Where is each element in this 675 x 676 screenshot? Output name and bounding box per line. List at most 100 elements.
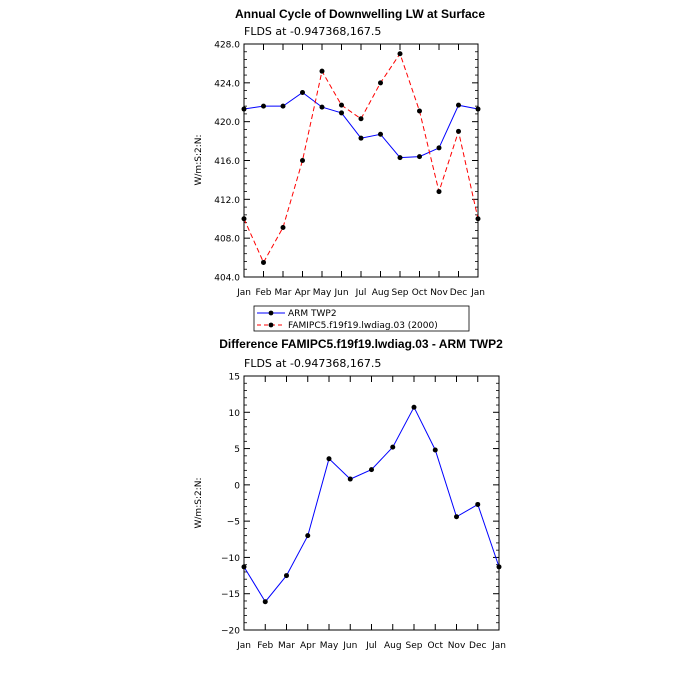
top-chart-series-0-point	[417, 154, 422, 160]
top-chart-series-1-point	[378, 80, 383, 86]
bottom-chart-ylabel: W/m:S:2:N:	[194, 478, 204, 529]
top-chart-xtick-label: Nov	[430, 288, 448, 298]
top-chart-xtick-label: Aug	[372, 288, 390, 298]
top-chart-series-1-point	[397, 51, 403, 57]
bottom-chart-xtick-label: Sep	[406, 641, 423, 651]
legend-label-famipc5: FAMIPC5.f19f19.lwdiag.03 (2000)	[288, 321, 438, 331]
bottom-chart-series-0-point	[369, 467, 374, 473]
top-chart-series-0-point	[456, 102, 461, 108]
top-chart-ytick-label: 420.0	[214, 118, 240, 128]
bottom-chart-ytick-label: 0	[234, 481, 240, 491]
bottom-chart-title: Difference FAMIPC5.f19f19.lwdiag.03 - AR…	[219, 337, 503, 351]
top-chart-series-0-point	[475, 106, 481, 112]
bottom-chart-ytick-label: 15	[229, 373, 240, 383]
top-chart-series-1-point	[339, 102, 344, 108]
top-chart-series-1-point	[456, 128, 461, 134]
bottom-chart-series-0-point	[262, 599, 268, 605]
legend-marker-famipc5	[268, 322, 274, 328]
top-chart-series-line-1	[243, 52, 479, 264]
top-chart-xtick-label: Jan	[236, 288, 251, 298]
top-chart-series-1-point	[475, 216, 481, 222]
bottom-chart-xtick-label: Oct	[427, 641, 443, 651]
top-chart-series-1-point	[280, 224, 286, 230]
bottom-chart-series-0-point	[284, 573, 289, 579]
bottom-chart-ytick-label: 5	[234, 445, 240, 455]
bottom-chart-xtick-label: Jan	[491, 641, 506, 651]
top-chart-series-1-point	[300, 158, 305, 163]
top-chart-series-0-point	[358, 135, 364, 141]
legend-frame	[253, 305, 470, 332]
top-chart-plot-frame	[243, 43, 479, 278]
bottom-chart: Difference FAMIPC5.f19f19.lwdiag.03 - AR…	[194, 337, 506, 651]
top-chart-ytick-label: 408.0	[214, 235, 240, 245]
bottom-chart-ytick-label: −10	[221, 554, 240, 564]
bottom-chart-xtick-label: Apr	[300, 641, 316, 651]
top-chart-series-0-point	[378, 131, 383, 137]
top-chart-ytick-label: 424.0	[214, 79, 240, 89]
top-chart-series-group	[241, 51, 481, 265]
bottom-chart-series-group	[241, 404, 502, 605]
top-chart-ytick-label: 404.0	[214, 274, 240, 284]
bottom-chart-series-0-point	[347, 476, 353, 482]
top-chart: Annual Cycle of Downwelling LW at Surfac…	[194, 7, 485, 332]
top-chart-subtitle: FLDS at -0.947368,167.5	[244, 25, 381, 38]
top-chart-series-0-point	[436, 145, 442, 151]
bottom-chart-ytick-label: −20	[221, 627, 240, 637]
bottom-chart-subtitle: FLDS at -0.947368,167.5	[244, 357, 381, 370]
bottom-chart-xtick-label: Jun	[342, 641, 357, 651]
top-chart-series-1-point	[241, 216, 247, 222]
top-chart-xtick-label: May	[313, 288, 332, 298]
top-chart-xtick-label: Apr	[295, 288, 311, 298]
legend-label-arm: ARM TWP2	[288, 309, 337, 319]
top-chart-series-1-point	[261, 259, 266, 265]
top-chart-title: Annual Cycle of Downwelling LW at Surfac…	[235, 7, 485, 21]
bottom-chart-series-line-0	[243, 406, 500, 603]
top-chart-series-1-point	[358, 116, 364, 122]
top-chart-series-line-0	[243, 91, 479, 159]
bottom-chart-ticks: −20 −15 −10 −5 0 5 10 15 Jan Feb Mar Apr May Jun Jul Au…	[221, 373, 506, 652]
bottom-chart-plot-frame	[243, 375, 500, 631]
top-chart-series-0-point	[280, 103, 286, 109]
top-chart-ytick-label: 412.0	[214, 196, 240, 206]
top-chart-series-0-point	[339, 110, 344, 116]
bottom-chart-ytick-label: 10	[229, 409, 241, 419]
top-chart-ytick-label: 428.0	[214, 41, 240, 51]
top-chart-series-0-point	[261, 103, 266, 109]
top-chart-series-0-point	[397, 155, 403, 161]
top-chart-xtick-label: Dec	[450, 288, 467, 298]
bottom-chart-xtick-label: Nov	[448, 641, 466, 651]
bottom-chart-xtick-label: Mar	[278, 641, 295, 651]
top-chart-xtick-label: Jul	[355, 288, 367, 298]
top-chart-xtick-label: Feb	[256, 288, 272, 298]
top-chart-ylabel: W/m:S:2:N:	[194, 135, 204, 186]
bottom-chart-series-0-point	[432, 447, 438, 453]
top-chart-series-0-point	[241, 106, 247, 112]
legend-marker-arm	[268, 310, 274, 316]
bottom-chart-xtick-label: Aug	[384, 641, 402, 651]
bottom-chart-series-0-point	[475, 501, 481, 507]
top-chart-xtick-label: Jan	[470, 288, 485, 298]
bottom-chart-series-0-point	[411, 404, 417, 410]
bottom-chart-ytick-label: −15	[221, 590, 240, 600]
bottom-chart-ytick-label: −5	[227, 518, 240, 528]
bottom-chart-series-0-point	[496, 564, 502, 570]
bottom-chart-xtick-label: Jan	[236, 641, 251, 651]
top-chart-series-0-point	[300, 90, 305, 96]
top-chart-xtick-label: Jun	[333, 288, 348, 298]
top-chart-ticks: 404.0 408.0 412.0 416.0 420.0 424.0 428.0 Jan Fe…	[214, 41, 485, 299]
bottom-chart-series-0-point	[326, 456, 332, 462]
bottom-chart-series-0-point	[390, 444, 396, 450]
bottom-chart-series-0-point	[305, 533, 311, 539]
bottom-chart-xtick-label: Jul	[365, 641, 377, 651]
top-chart-series-1-point	[319, 68, 325, 74]
bottom-chart-xtick-label: May	[320, 641, 339, 651]
bottom-chart-xtick-label: Feb	[257, 641, 273, 651]
top-chart-xtick-label: Mar	[275, 288, 292, 298]
bottom-chart-xtick-label: Dec	[469, 641, 486, 651]
bottom-chart-series-0-point	[454, 514, 459, 520]
top-chart-series-1-point	[417, 108, 422, 114]
top-chart-series-1-point	[436, 189, 442, 195]
top-chart-legend: ARM TWP2 FAMIPC5.f19f19.lwdiag.03 (2000)	[253, 305, 470, 332]
bottom-chart-series-0-point	[241, 564, 247, 570]
